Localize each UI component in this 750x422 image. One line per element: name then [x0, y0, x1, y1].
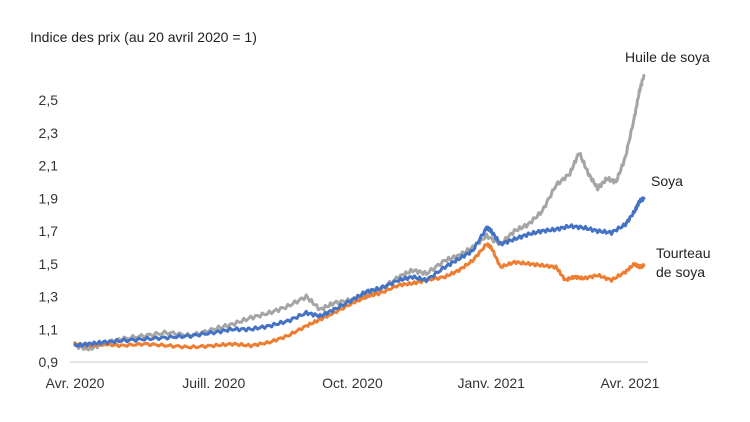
series-label-huile-de-soya: Huile de soya: [625, 49, 710, 65]
x-tick-label: Avr. 2021: [601, 375, 660, 391]
y-tick-label: 2,1: [39, 158, 59, 174]
y-axis-title: Indice des prix (au 20 avril 2020 = 1): [30, 29, 257, 45]
series-label-soya: Soya: [651, 173, 683, 189]
series-line-tourteau-de-soya: [73, 242, 646, 350]
series-label-tourteau-de-soya: de soya: [656, 264, 705, 280]
x-axis-ticks: Avr. 2020 Juill. 2020 Oct. 2020 Janv. 2021 A…: [46, 375, 660, 391]
x-tick-label: Juill. 2020: [182, 375, 245, 391]
series-label-tourteau-de-soya: Tourteau: [656, 245, 710, 261]
y-tick-label: 2,5: [39, 92, 59, 108]
y-tick-label: 1,5: [39, 256, 59, 272]
y-tick-label: 1,9: [39, 190, 59, 206]
y-axis-ticks: 0,9 1,1 1,3 1,5 1,7 1,9 2,1 2,3 2,5: [39, 92, 59, 370]
series-lines: [73, 73, 646, 352]
x-tick-label: Janv. 2021: [458, 375, 526, 391]
series-line-huile-de-soya: [73, 73, 646, 352]
x-tick-label: Oct. 2020: [322, 375, 383, 391]
x-tick-label: Avr. 2020: [46, 375, 105, 391]
y-tick-label: 1,7: [39, 223, 59, 239]
y-tick-label: 0,9: [39, 354, 59, 370]
y-tick-label: 1,3: [39, 289, 59, 305]
series-labels: Huile de soya Soya Tourteau de soya: [625, 49, 710, 280]
y-tick-label: 1,1: [39, 321, 59, 337]
y-tick-label: 2,3: [39, 125, 59, 141]
series-line-soya: [73, 196, 646, 348]
